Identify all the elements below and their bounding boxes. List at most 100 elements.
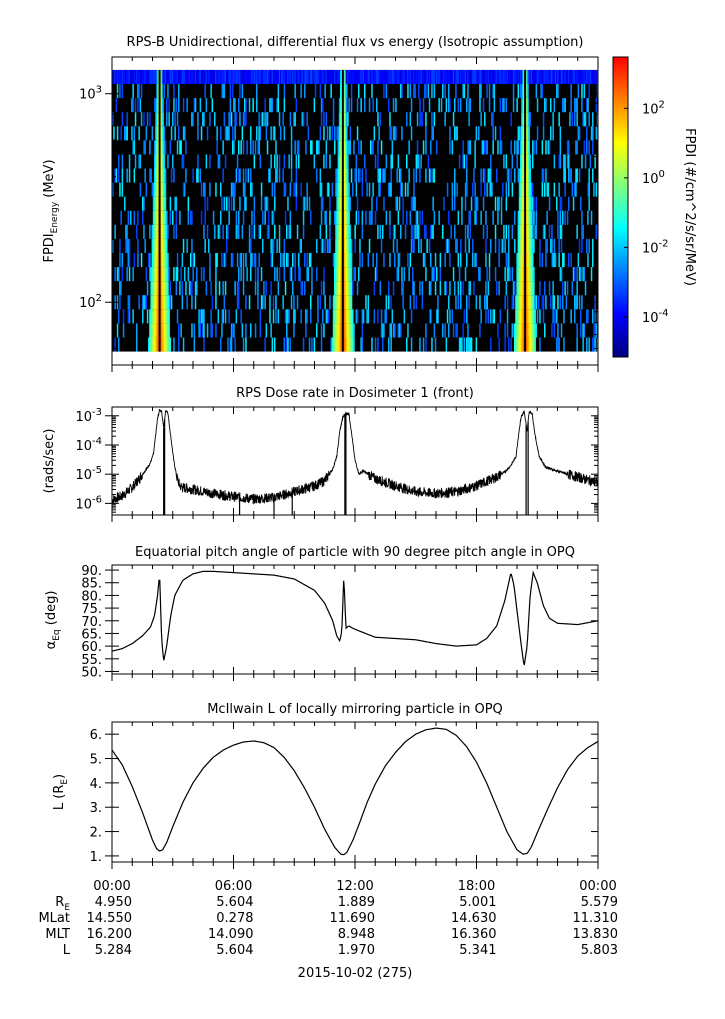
spectrogram-cell [478,69,480,85]
spectrogram-cell [518,281,521,296]
spectrogram-cell [130,69,132,85]
spectrogram-cell [118,309,120,324]
spectrogram-cell [326,126,329,141]
spectrogram-cell [508,69,510,85]
spectrogram-cell [539,252,541,268]
spectrogram-cell [454,196,456,211]
spectrogram-cell [322,309,324,324]
spectrogram-cell [262,69,264,85]
spectrogram-cell [116,267,119,282]
spectrogram-cell [163,337,166,352]
spectrogram-cell [121,69,124,85]
spectrogram-cell [576,168,578,183]
spectrogram-cell [572,267,575,282]
spectrogram-cell [162,154,164,169]
spectrogram-cell [516,98,518,113]
spectrogram-cell [532,182,534,197]
spectrogram-cell [233,69,235,85]
spectrogram-cell [372,98,374,113]
spectrogram-cell [198,323,200,338]
spectrogram-cell [311,140,313,155]
spectrogram-cell [208,238,210,253]
spectrogram-cell [559,224,562,239]
spectrogram-cell [413,168,415,183]
spectrogram-cell [385,295,388,310]
spectrogram-cell [576,69,578,85]
spectrogram-cell [302,112,305,127]
spectrogram-cell [528,281,530,296]
spectrogram-cell [516,281,518,296]
spectrogram-cell [456,126,458,141]
spectrogram-cell [277,69,280,85]
spectrogram-cell [576,281,578,296]
spectrogram-cell [151,224,154,239]
spectrogram-cell [350,267,353,282]
spectrogram-cell [302,210,305,225]
spectrogram-cell [187,196,190,211]
spectrogram-cell [535,140,538,155]
spectrogram-cell [445,281,448,296]
spectrogram-cell [260,182,263,197]
spectrogram-cell [238,98,240,113]
spectrogram-cell [160,238,162,253]
spectrogram-cell [520,196,522,211]
spectrogram-cell [344,196,347,211]
spectrogram-cell [427,69,430,85]
spectrogram-cell [462,140,464,155]
spectrogram-cell [563,309,565,324]
spectrogram-cell [151,323,154,338]
spectrogram-cell [520,126,522,141]
spectrogram-cell [556,309,558,324]
spectrogram-cell [150,295,152,310]
spectrogram-cell [454,281,456,296]
spectrogram-cell [466,154,468,169]
spectrogram-cell [343,98,346,113]
spectrogram-cell [586,98,588,113]
spectrogram-cell [455,238,457,253]
spectrogram-cell [278,168,281,183]
panel-flux-spectrogram: RPS-B Unidirectional, differential flux … [42,35,599,372]
spectrogram-cell [428,168,431,183]
spectrogram-cell [368,98,371,113]
spectrogram-cell [367,69,370,85]
spectrogram-cell [424,84,426,99]
spectrogram-cell [226,224,228,239]
spectrogram-cell [242,140,245,155]
spectrogram-cell [527,112,529,127]
spectrogram-cell [119,281,121,296]
spectrogram-cell [167,84,169,99]
spectrogram-cell [346,210,348,225]
spectrogram-cell [431,267,433,282]
colorbar-tick-base: 10 [642,311,659,326]
spectrogram-cell [128,69,131,85]
spectrogram-cell [476,196,479,211]
spectrogram-cell [162,196,164,211]
spectrogram-cell [349,238,352,253]
spectrogram-cell [245,323,247,338]
spectrogram-cell [242,112,245,127]
spectrogram-cell [530,252,533,268]
spectrogram-cell [511,182,514,197]
spectrogram-cell [595,182,598,197]
spectrogram-cell [520,267,522,282]
spectrogram-cell [374,267,377,282]
spectrogram-cell [310,309,312,324]
spectrogram-cell [337,224,340,239]
ephemeris-value: 16.360 [451,927,497,942]
spectrogram-cell [557,69,559,85]
spectrogram-cell [461,69,463,85]
spectrogram-cell [156,323,158,338]
spectrogram-cell [234,281,236,296]
spectrogram-cell [290,154,293,169]
spectrogram-cell [324,238,326,253]
spectrogram-cell [349,140,352,155]
spectrogram-cell [262,238,264,253]
spectrogram-cell [578,168,581,183]
spectrogram-cell [485,309,487,324]
spectrogram-cell [432,168,434,183]
spectrogram-cell [407,252,409,268]
spectrogram-cell [413,238,415,253]
y-tick-label: 4. [90,777,102,792]
spectrogram-cell [132,309,134,324]
spectrogram-cell [270,238,272,253]
